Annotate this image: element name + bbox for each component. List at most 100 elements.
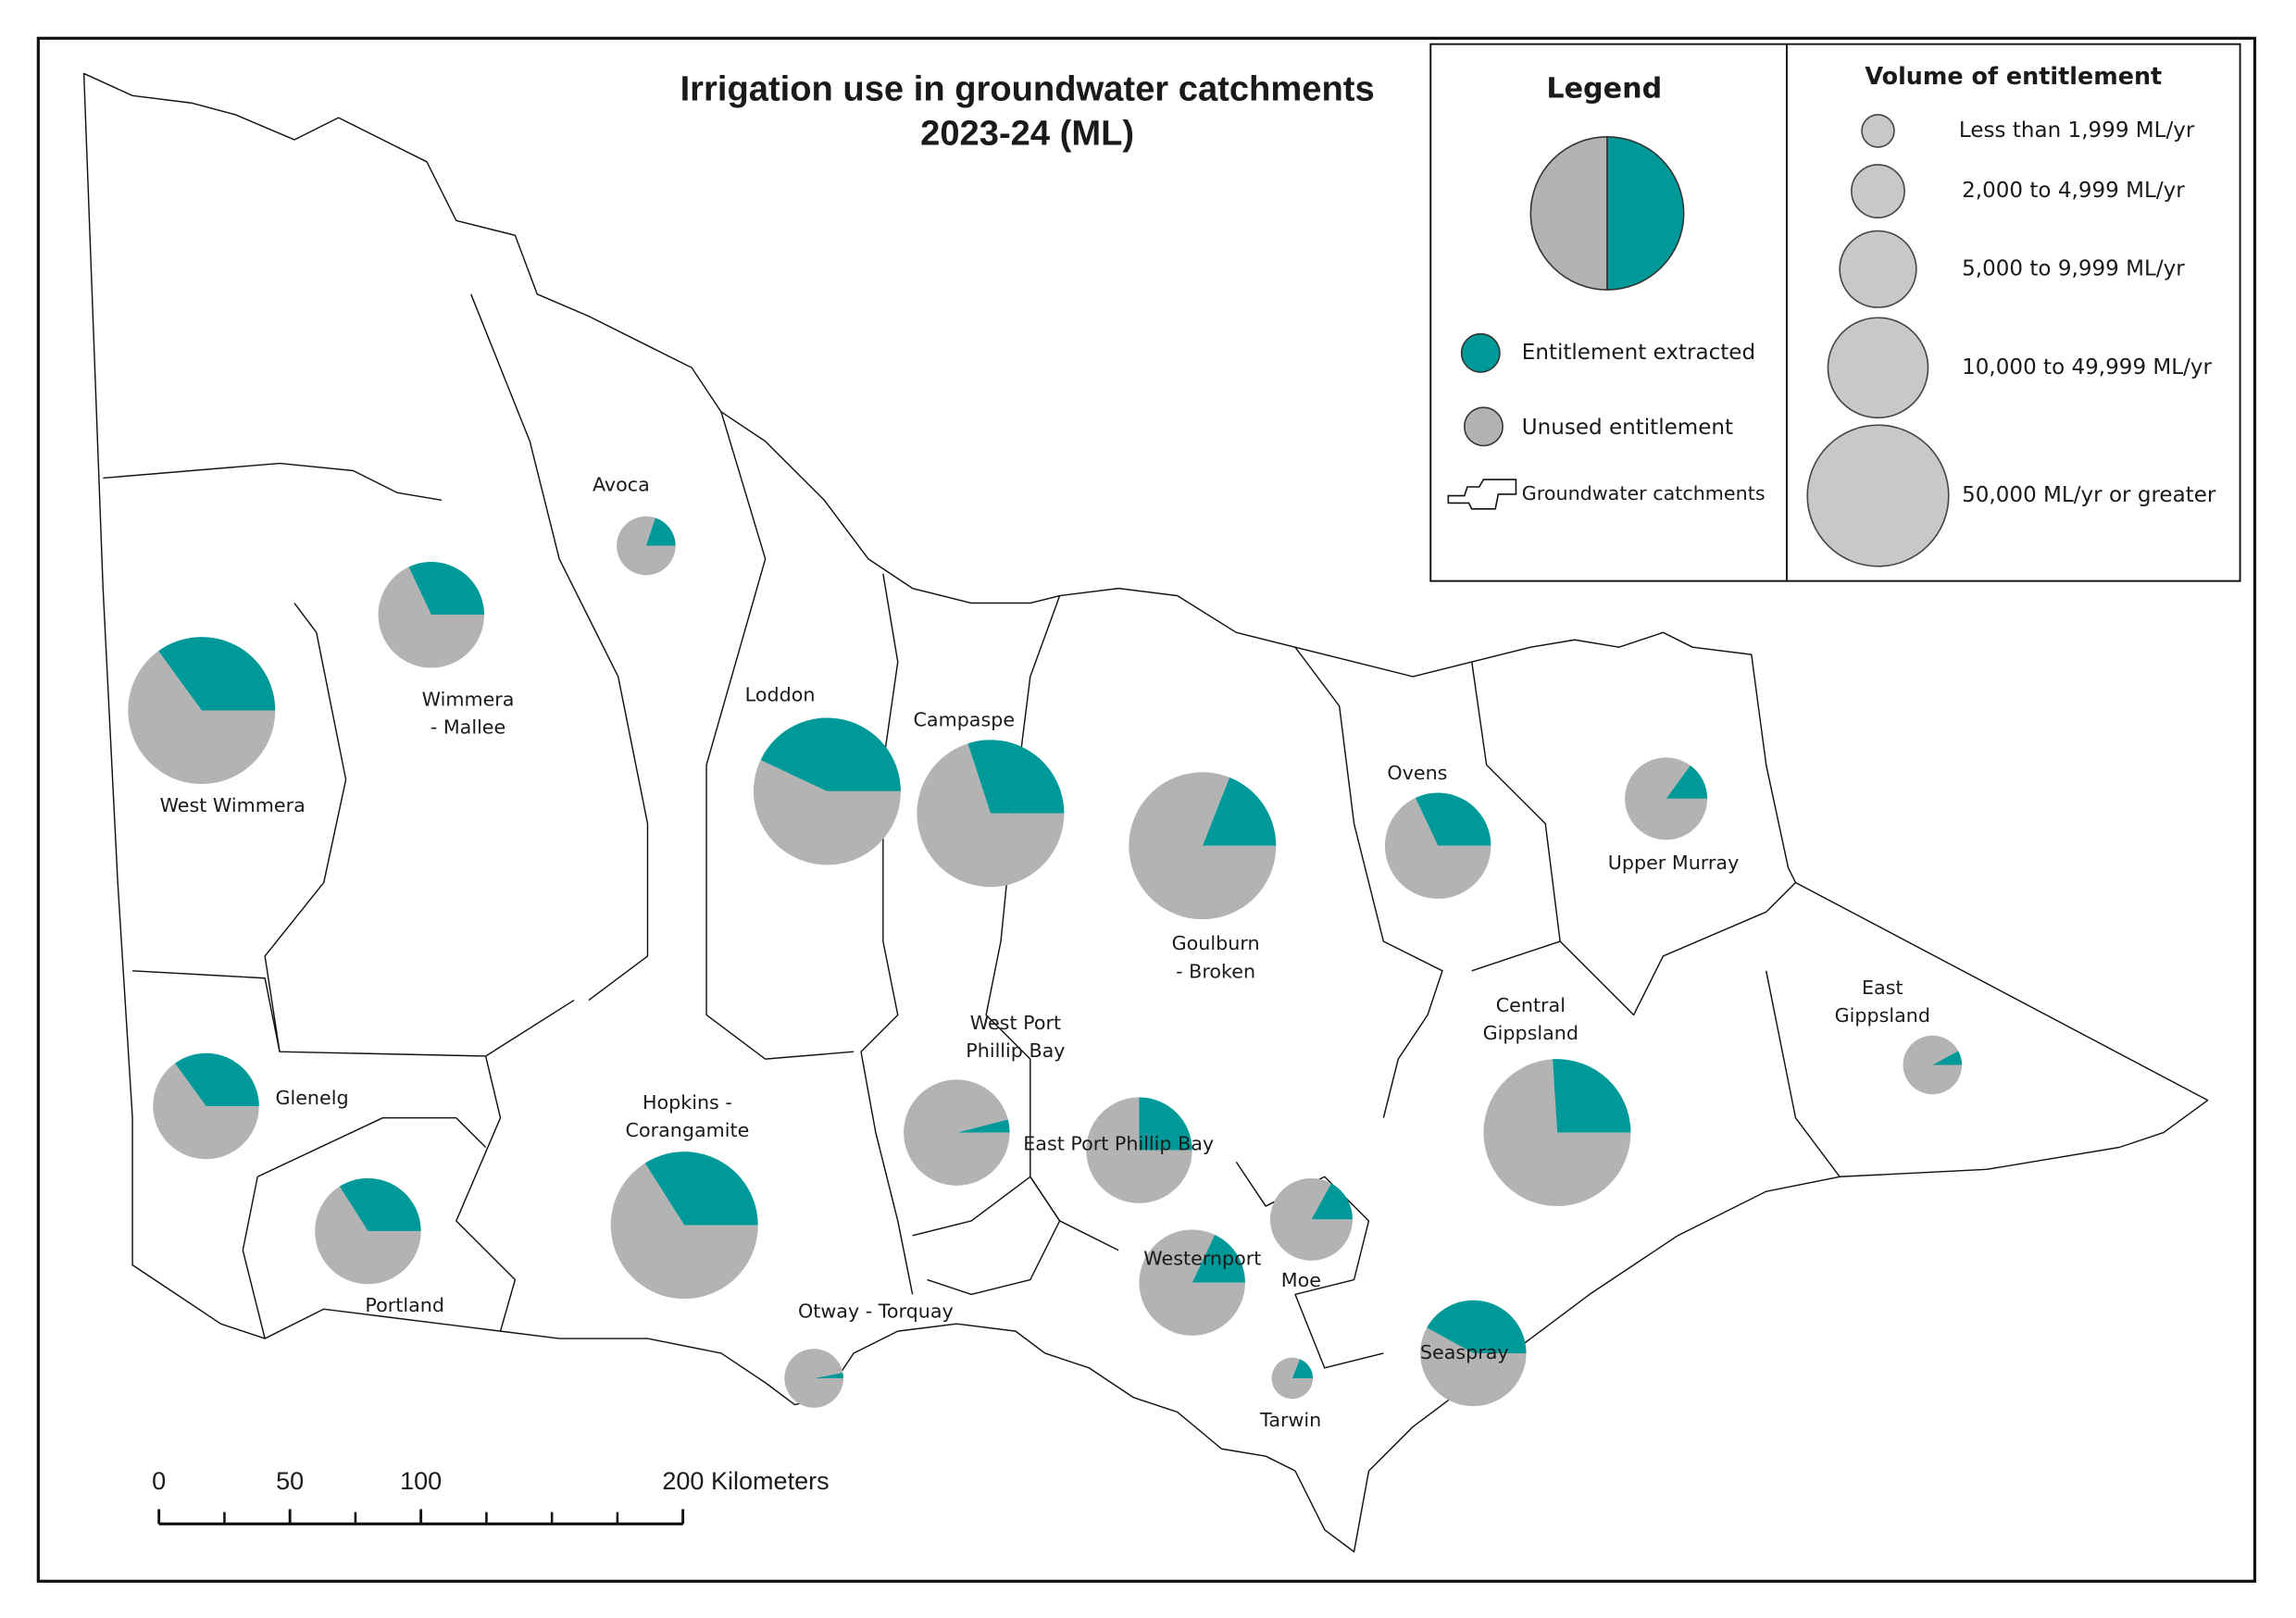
pie-slice-unused [1086, 1097, 1192, 1203]
catchment-label: Gippsland [1483, 1022, 1578, 1044]
volume-label: 5,000 to 9,999 ML/yr [1962, 256, 2185, 280]
pie-slice-extracted [1311, 1183, 1353, 1220]
pie-slice-unused [610, 1163, 758, 1300]
volume-legend: Less than 1,999 ML/yr 2,000 to 4,999 ML/y… [1806, 114, 2216, 567]
catchment-pie [128, 637, 276, 784]
pie-slice-extracted [339, 1177, 421, 1232]
volume-label: 2,000 to 4,999 ML/yr [1962, 179, 2185, 203]
catchment-label: East Port Phillip Bay [1023, 1132, 1214, 1154]
volume-label: 10,000 to 49,999 ML/yr [1962, 355, 2212, 380]
pie-slice-unused [153, 1063, 259, 1160]
catchment-pie [1139, 1229, 1245, 1336]
catchment-pie [610, 1151, 758, 1300]
catchment-pie [1384, 792, 1491, 899]
pie-slice-unused [1903, 1035, 1963, 1095]
catchment-pie [1903, 1035, 1963, 1095]
pie-slice-extracted [1202, 777, 1277, 846]
pie-slice-unused [1420, 1327, 1527, 1407]
catchment-label: Hopkins - [643, 1091, 732, 1114]
legend-pie-extracted [1606, 135, 1685, 291]
legend-pie-unused [1529, 135, 1608, 291]
scale-bar: 0 50 100 200 Kilometers [152, 1467, 830, 1525]
volume-symbol [1827, 317, 1929, 419]
pie-slice-unused [784, 1349, 843, 1408]
scale-bar-label: 200 Kilometers [662, 1467, 829, 1495]
catchment-pie [1483, 1059, 1631, 1207]
legend-label: Unused entitlement [1522, 416, 1733, 440]
catchment-label: - Broken [1176, 960, 1255, 982]
catchment-label: Goulburn [1172, 932, 1260, 954]
scale-bar-label: 100 [400, 1467, 442, 1495]
catchment-pie [1271, 1357, 1314, 1400]
boundary [256, 1116, 487, 1177]
pie-slice-unused [315, 1186, 421, 1285]
boundary [470, 293, 649, 1002]
catchment-pie [917, 740, 1065, 888]
boundary [1765, 970, 1841, 1177]
pie-slice-extracted [174, 1052, 259, 1106]
title: Irrigation use in groundwater catchments… [680, 69, 1375, 154]
volume-symbol [1806, 424, 1950, 567]
catchment-pie [1420, 1300, 1527, 1407]
catchment-pie [1129, 772, 1277, 920]
pie-slice-extracted [1415, 792, 1491, 846]
volume-symbol [1861, 114, 1895, 148]
map-frame [36, 36, 2257, 1583]
volume-symbol [1839, 230, 1917, 308]
catchment-label: Portland [365, 1294, 444, 1316]
catchment-pie [1086, 1097, 1192, 1203]
catchment-label: Campaspe [913, 709, 1015, 731]
boundary [860, 573, 899, 1052]
boundary [860, 1052, 914, 1295]
pie-slice-unused [1384, 797, 1491, 899]
pie-slice-unused [617, 516, 676, 576]
legend-label: Entitlement extracted [1522, 341, 1755, 365]
pie-slice-extracted [1192, 1234, 1245, 1283]
catchment-pie [378, 562, 485, 668]
pie-slice-extracted [1666, 765, 1708, 799]
catchment-label: Phillip Bay [966, 1039, 1065, 1062]
pie-slice-extracted [1552, 1059, 1631, 1133]
pie-slice-unused [1129, 772, 1277, 920]
volume-symbol [1851, 164, 1905, 218]
legend-swatch [1460, 332, 1501, 373]
legend-swatch [1463, 406, 1504, 447]
pie-slice-unused [128, 651, 276, 784]
legend: Legend Entitlement extracted Unused enti… [1429, 43, 2241, 582]
pie-slice-extracted [760, 717, 901, 791]
pie-slice-unused [1139, 1229, 1245, 1336]
catchment-label: Westernport [1143, 1247, 1261, 1269]
catchment-label: Wimmera [422, 688, 515, 710]
boundary [455, 1055, 517, 1332]
catchment-label: Seaspray [1420, 1341, 1509, 1363]
catchment-label: Corangamite [626, 1119, 750, 1141]
pie-slice-extracted [408, 562, 485, 616]
catchment-pie [315, 1177, 421, 1285]
pie-slice-unused [904, 1079, 1010, 1186]
catchment-pie [1269, 1177, 1353, 1261]
boundary [1559, 881, 1796, 1016]
pie-slice-unused [753, 760, 901, 865]
volume-legend-title: Volume of entitlement [1865, 62, 2162, 90]
boundary [242, 1176, 266, 1339]
catchment-label: Ovens [1387, 762, 1447, 784]
pie-slice-extracted [644, 1151, 758, 1226]
boundary [264, 603, 347, 1052]
boundary [103, 462, 443, 501]
volume-label: Less than 1,999 ML/yr [1959, 118, 2195, 143]
pie-slice-unused [1271, 1357, 1314, 1400]
volume-label: 50,000 ML/yr or greater [1962, 483, 2216, 507]
catchment-pie [753, 717, 901, 865]
catchment-pie [784, 1349, 843, 1408]
catchment-label: Avoca [593, 473, 650, 495]
pie-slice-unused [1483, 1059, 1631, 1207]
catchment-label: Loddon [745, 684, 816, 706]
pie-slice-extracted [158, 637, 276, 711]
catchment-label: Tarwin [1259, 1409, 1321, 1431]
pie-slice-extracted [814, 1373, 843, 1378]
catchment-label: West Wimmera [160, 794, 306, 816]
pie-slice-extracted [1292, 1359, 1314, 1378]
boundary [132, 970, 575, 1057]
catchment-label: Moe [1281, 1269, 1321, 1291]
